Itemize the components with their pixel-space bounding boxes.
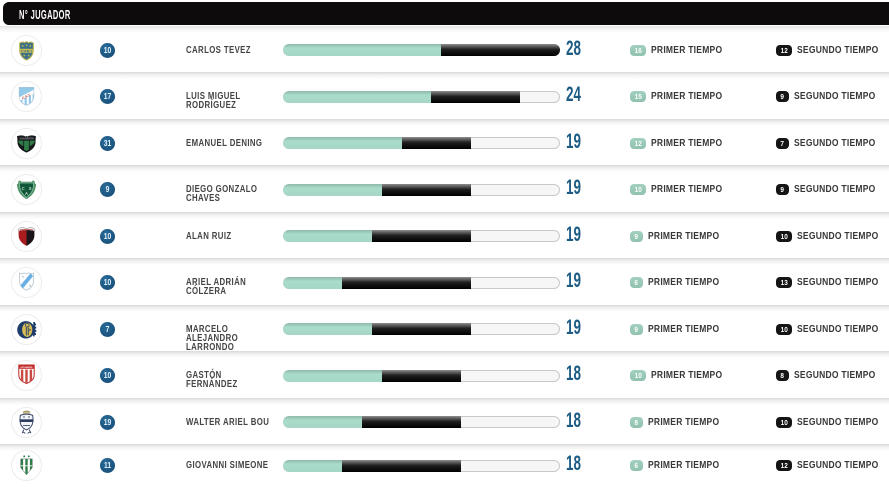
svg-text:ESTUDIANTES: ESTUDIANTES [21,366,34,369]
svg-text:CABJ: CABJ [21,49,32,53]
svg-text:C.A.T.: C.A.T. [21,93,32,101]
svg-text:C: C [22,186,25,191]
svg-text:S: S [29,186,32,191]
svg-text:A: A [25,191,28,196]
svg-text:SAN MARTIN: SAN MARTIN [20,137,34,140]
